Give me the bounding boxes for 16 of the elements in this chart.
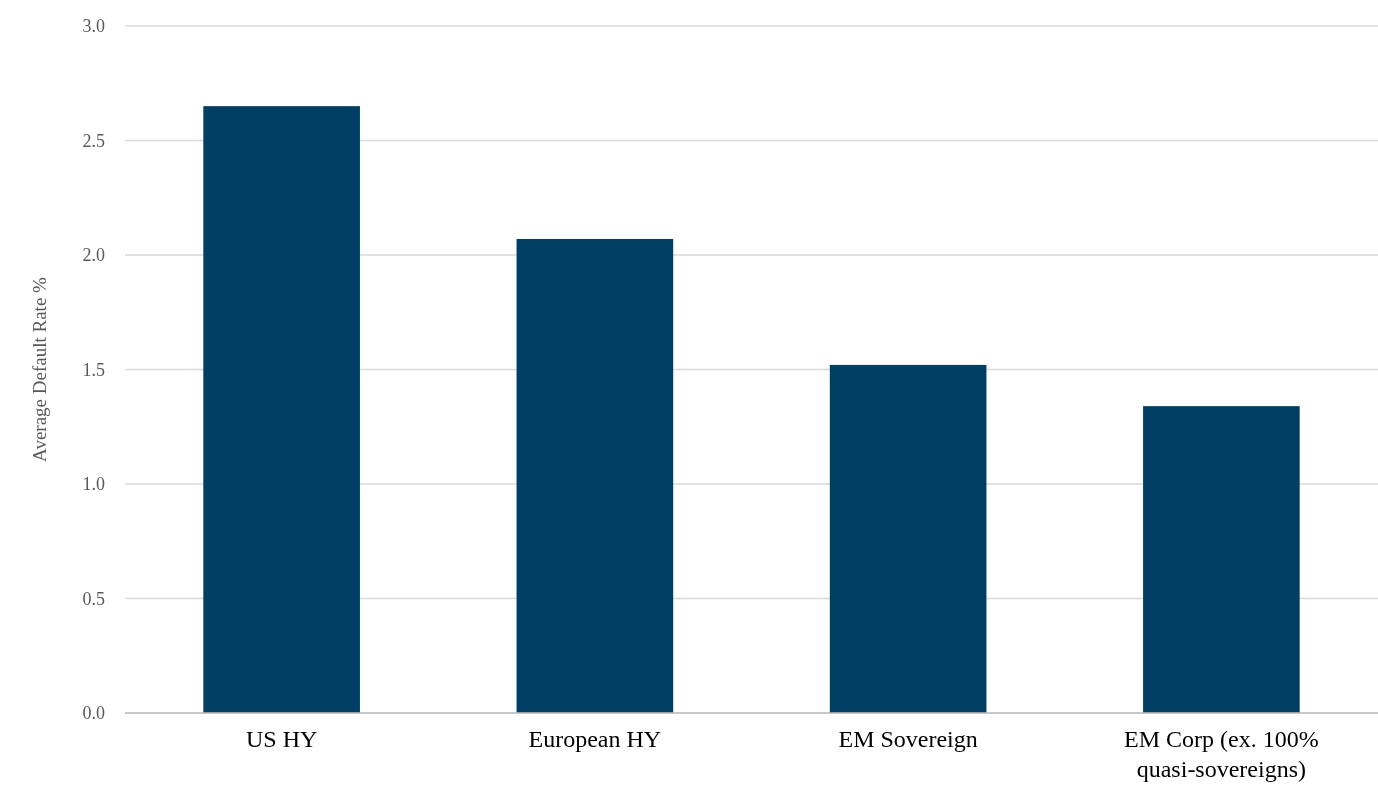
y-tick-label: 1.0 [82, 474, 105, 495]
y-axis-title: Average Default Rate % [29, 276, 50, 462]
bar [203, 106, 360, 713]
bar [829, 364, 987, 713]
y-tick-label: 1.5 [82, 359, 105, 380]
x-tick-label: EM Corp (ex. 100% quasi-sovereigns) [1124, 726, 1319, 782]
y-tick-label: 0.0 [82, 703, 105, 724]
y-tick-label: 2.5 [82, 130, 105, 151]
y-tick-label: 3.0 [82, 16, 105, 37]
x-tick-label: EM Sovereign [838, 726, 978, 752]
bar [1143, 406, 1300, 713]
bar [516, 238, 674, 713]
x-tick-label: European HY [528, 726, 662, 752]
y-tick-label: 0.5 [82, 588, 105, 609]
y-tick-label: 2.0 [82, 245, 105, 266]
x-tick-label: US HY [245, 726, 318, 752]
